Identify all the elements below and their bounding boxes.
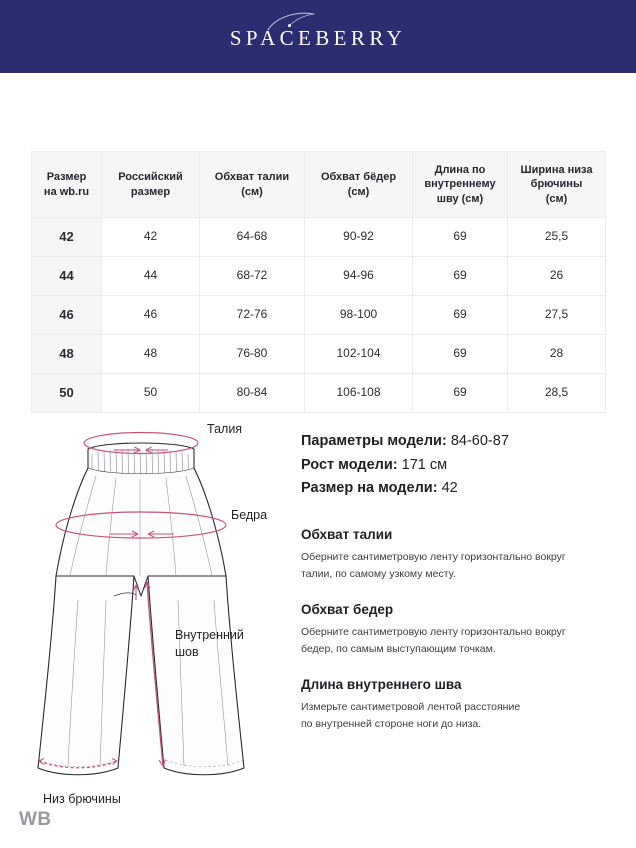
table-row: 50 50 80-84 106-108 69 28,5 [31,373,606,413]
model-params-line: Параметры модели: 84-60-87 [301,430,606,454]
cell-hem-width: 27,5 [507,295,606,335]
column-header-ru-size: Российский размер [101,151,200,218]
measure-text-inseam-l1: Измерьте сантиметровой лентой расстояние [301,701,521,714]
waist-measure-ellipse [83,431,199,455]
cell-hem-width: 25,5 [507,217,606,257]
column-header-hem-width: Ширина низа брючины (см) [507,151,606,218]
table-header-row: Размер на wb.ru Российский размер Обхват т… [31,151,606,218]
cell-waist: 76-80 [199,334,305,374]
cell-wb-size: 48 [31,334,102,374]
label-waist: Талия [207,422,242,436]
cell-wb-size: 42 [31,217,102,257]
cell-hem-width: 26 [507,256,606,296]
cell-hips: 98-100 [304,295,413,335]
measure-title-inseam: Длина внутреннего шва [301,677,462,693]
cell-ru-size: 46 [101,295,200,335]
measure-text-waist-l1: Оберните сантиметровую ленту горизонталь… [301,551,566,564]
measure-text-hips-l1: Оберните сантиметровую ленту горизонталь… [301,626,566,639]
label-hips: Бедра [231,508,267,522]
info-column: Параметры модели: 84-60-87 Рост модели: … [301,430,606,733]
lower-section: Талия Бедра Внутренний шов Низ брючины П… [0,400,636,820]
label-hem: Низ брючины [43,792,121,806]
model-size-value: 42 [441,480,458,497]
measure-title-hips: Обхват бедер [301,602,394,618]
column-header-inseam: Длина по внутреннему шву (см) [412,151,508,218]
measure-title-waist: Обхват талии [301,526,393,542]
model-size-label: Размер на модели: [301,480,438,497]
trousers-illustration-svg: Талия Бедра Внутренний шов Низ брючины [37,422,267,806]
measure-text-waist-l2: талии, по самому узкому месту. [301,568,456,581]
table-row: 42 42 64-68 90-92 69 25,5 [31,217,606,257]
hips-measure-ellipse [55,511,227,539]
size-table-body: 42 42 64-68 90-92 69 25,5 44 44 68-72 94… [31,217,606,413]
cell-inseam: 69 [412,334,508,374]
cell-waist: 80-84 [199,373,305,413]
size-table-container: Размер на wb.ru Российский размер Обхват т… [31,151,606,413]
inseam-measure-line [146,581,164,767]
cell-wb-size: 46 [31,295,102,335]
cell-hips: 94-96 [304,256,413,296]
model-parameters-block: Параметры модели: 84-60-87 Рост модели: … [301,430,606,501]
label-inseam-line2: шов [175,645,199,659]
cell-wb-size: 50 [31,373,102,413]
column-header-wb-size: Размер на wb.ru [31,151,102,218]
cell-inseam: 69 [412,373,508,413]
cell-waist: 64-68 [199,217,305,257]
hem-measure-line [38,760,118,769]
measure-block-inseam: Длина внутреннего шва Измерьте сантиметр… [301,677,606,733]
header-l1: Размер [46,170,87,183]
table-row: 44 44 68-72 94-96 69 26 [31,256,606,296]
cell-ru-size: 42 [101,217,200,257]
cell-inseam: 69 [412,217,508,257]
cell-wb-size: 44 [31,256,102,296]
size-table: Размер на wb.ru Российский размер Обхват т… [31,151,606,413]
measure-text-inseam-l2: по внутренней стороне ноги до низа. [301,718,482,731]
cell-waist: 72-76 [199,295,305,335]
measure-text-hips-l2: бедер, по самым выступающим точкам. [301,643,496,656]
column-header-hips: Обхват бёдер (см) [304,151,413,218]
measure-text-inseam: Измерьте сантиметровой лентой расстояние… [301,699,606,733]
measure-text-hips: Оберните сантиметровую ленту горизонталь… [301,624,606,658]
cell-ru-size: 44 [101,256,200,296]
cell-inseam: 69 [412,256,508,296]
brand-logo: SPACEBERRY [229,12,407,50]
model-height-line: Рост модели: 171 см [301,454,606,478]
brand-name: SPACEBERRY [229,26,407,50]
cell-hem-width: 28,5 [507,373,606,413]
cell-hips: 106-108 [304,373,413,413]
cell-inseam: 69 [412,295,508,335]
measure-block-waist: Обхват талии Оберните сантиметровую лент… [301,527,606,583]
cell-ru-size: 48 [101,334,200,374]
model-size-line: Размер на модели: 42 [301,477,606,501]
trousers-diagram: Талия Бедра Внутренний шов Низ брючины [18,400,296,815]
table-row: 46 46 72-76 98-100 69 27,5 [31,295,606,335]
measure-text-waist: Оберните сантиметровую ленту горизонталь… [301,549,606,583]
cell-hem-width: 28 [507,334,606,374]
cell-hips: 102-104 [304,334,413,374]
measure-block-hips: Обхват бедер Оберните сантиметровую лент… [301,602,606,658]
cell-hips: 90-92 [304,217,413,257]
wb-watermark: WB [19,809,52,830]
column-header-waist: Обхват талии (см) [199,151,305,218]
model-params-value: 84-60-87 [450,433,509,449]
page-header: SPACEBERRY [0,0,636,73]
label-inseam-line1: Внутренний [175,628,244,642]
model-height-value: 171 см [401,456,448,473]
cell-waist: 68-72 [199,256,305,296]
model-params-label: Параметры модели: [301,433,447,449]
model-height-label: Рост модели: [301,456,398,473]
table-row: 48 48 76-80 102-104 69 28 [31,334,606,374]
cell-ru-size: 50 [101,373,200,413]
header-l2: на wb.ru [43,185,90,198]
